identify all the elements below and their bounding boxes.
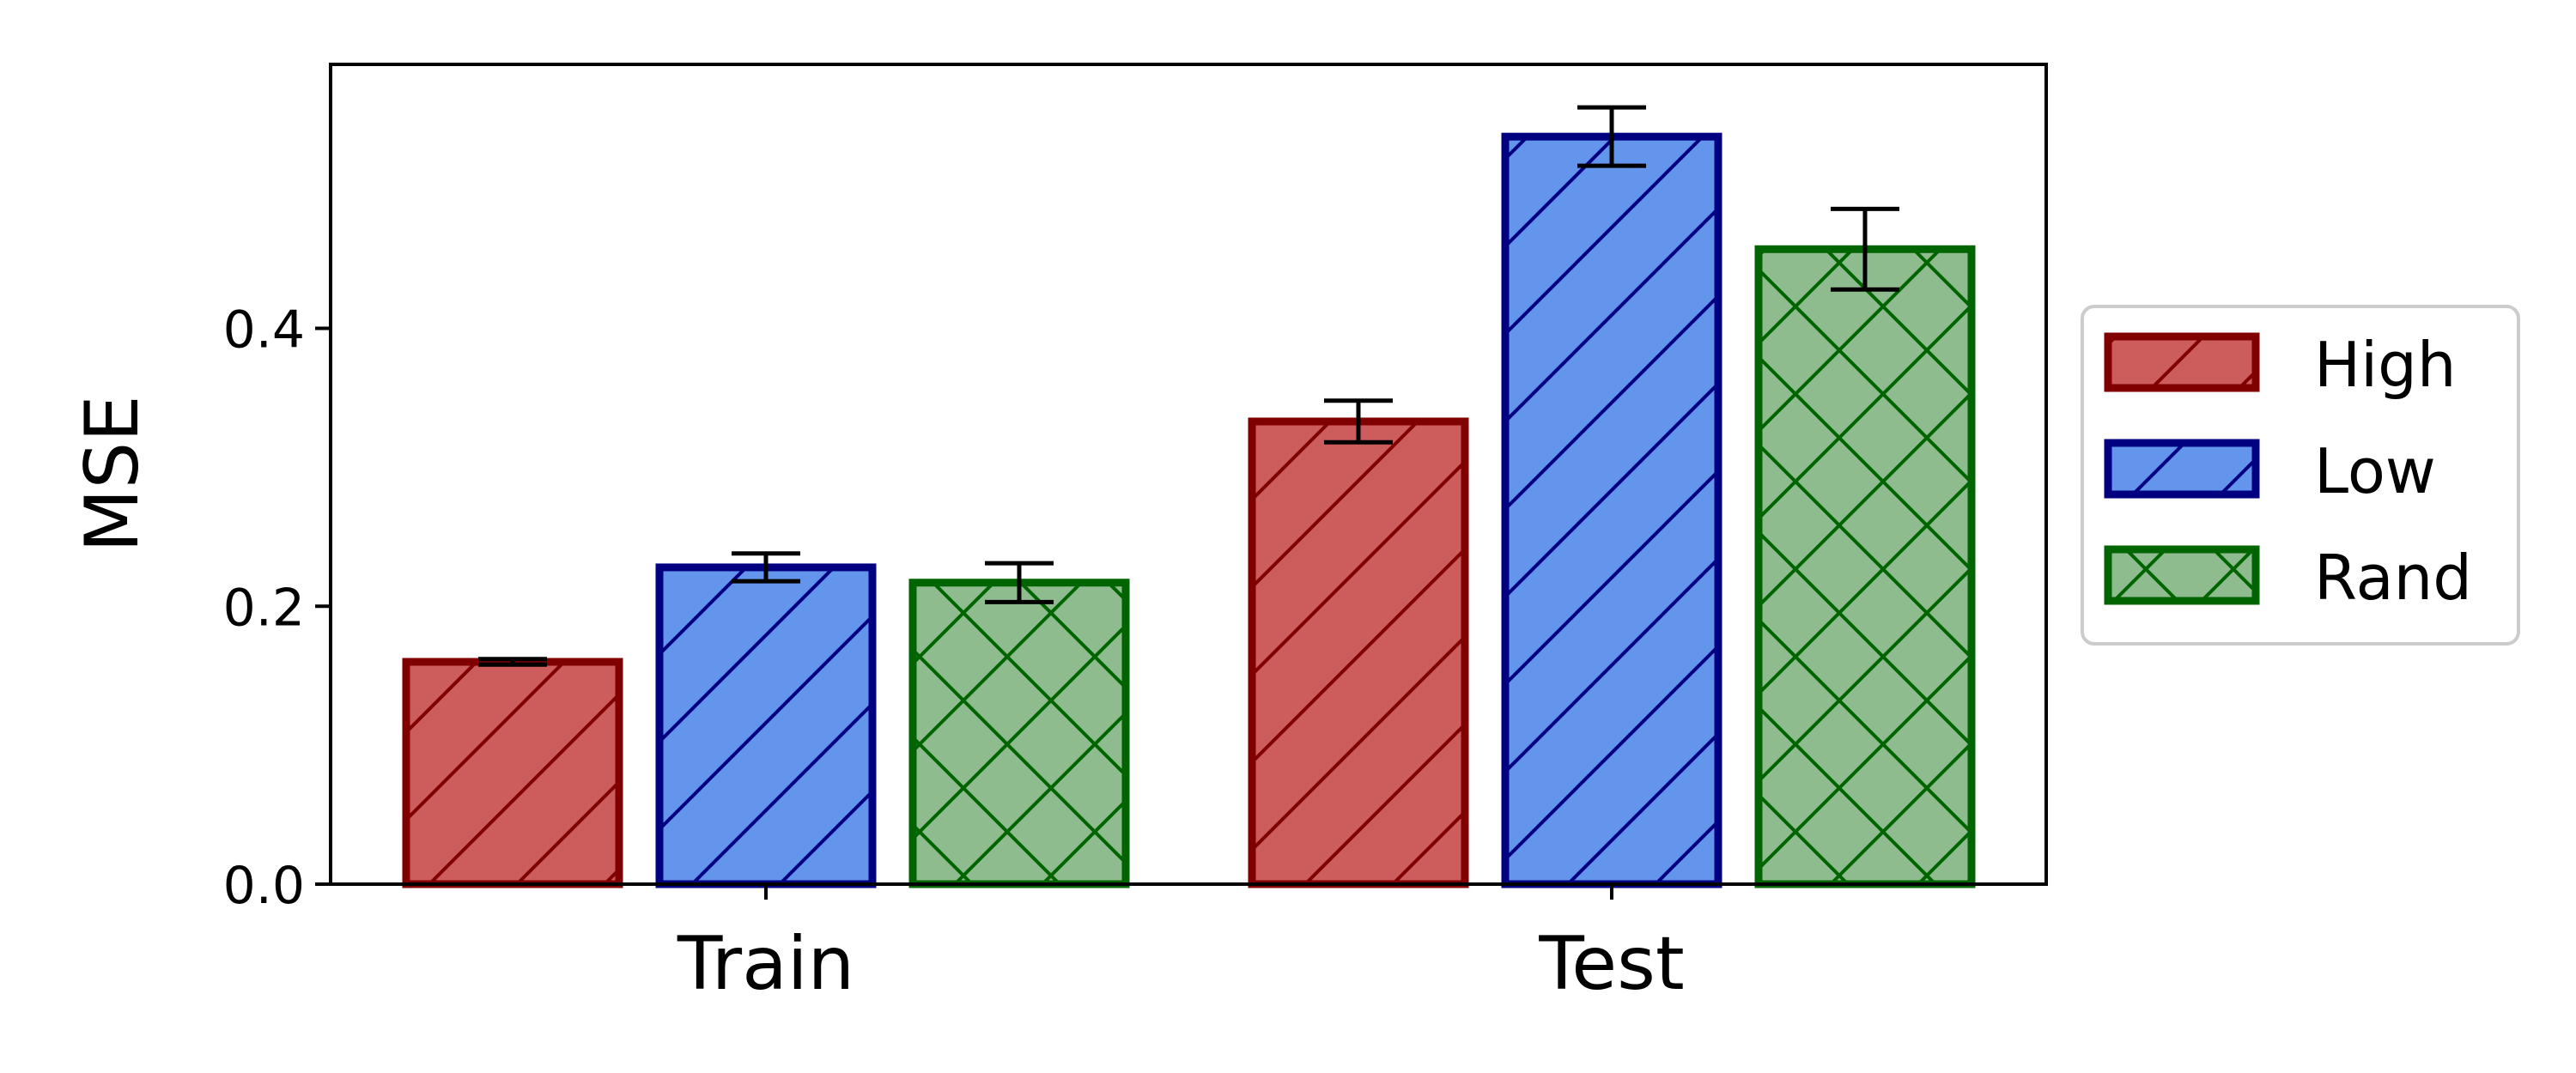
error-bar-low-test — [1577, 105, 1646, 168]
y-tick-label: 0.4 — [223, 300, 305, 361]
bars-layer — [402, 132, 1976, 888]
legend-label-rand: Rand — [2314, 542, 2472, 614]
bar-low-test — [1501, 132, 1722, 888]
bar-low-train — [655, 563, 877, 888]
bar-high-train — [402, 658, 623, 888]
error-bar-rand-train — [985, 561, 1054, 604]
legend-swatch-low — [2104, 439, 2260, 499]
bar-rand-test — [1754, 245, 1976, 888]
error-bar-rand-test — [1831, 206, 1899, 292]
legend-label-low: Low — [2314, 435, 2436, 507]
error-bar-high-train — [478, 657, 547, 667]
bar-rand-train — [908, 579, 1130, 888]
error-bars-layer — [478, 105, 1899, 667]
legend-swatch-high — [2104, 332, 2260, 392]
bar-high-test — [1248, 417, 1469, 888]
y-tick-label: 0.0 — [223, 856, 305, 916]
y-tick-label: 0.2 — [223, 578, 305, 638]
legend-item-high: High — [2104, 329, 2456, 401]
legend-label-high: High — [2314, 329, 2456, 401]
legend-item-rand: Rand — [2104, 542, 2472, 614]
x-tick-label: Test — [1538, 921, 1684, 1007]
legend-swatch-rand — [2104, 545, 2260, 605]
x-axis: Train Test — [677, 884, 1685, 1007]
y-axis-title: MSE — [70, 395, 155, 552]
x-tick-label: Train — [677, 921, 854, 1007]
error-bar-low-train — [732, 551, 800, 584]
legend-item-low: Low — [2104, 435, 2436, 507]
y-axis: 0.0 0.2 0.4 — [223, 300, 331, 916]
error-bar-high-test — [1324, 398, 1393, 445]
legend: High Low Rand — [2081, 305, 2520, 646]
plot-frame — [329, 63, 2048, 886]
